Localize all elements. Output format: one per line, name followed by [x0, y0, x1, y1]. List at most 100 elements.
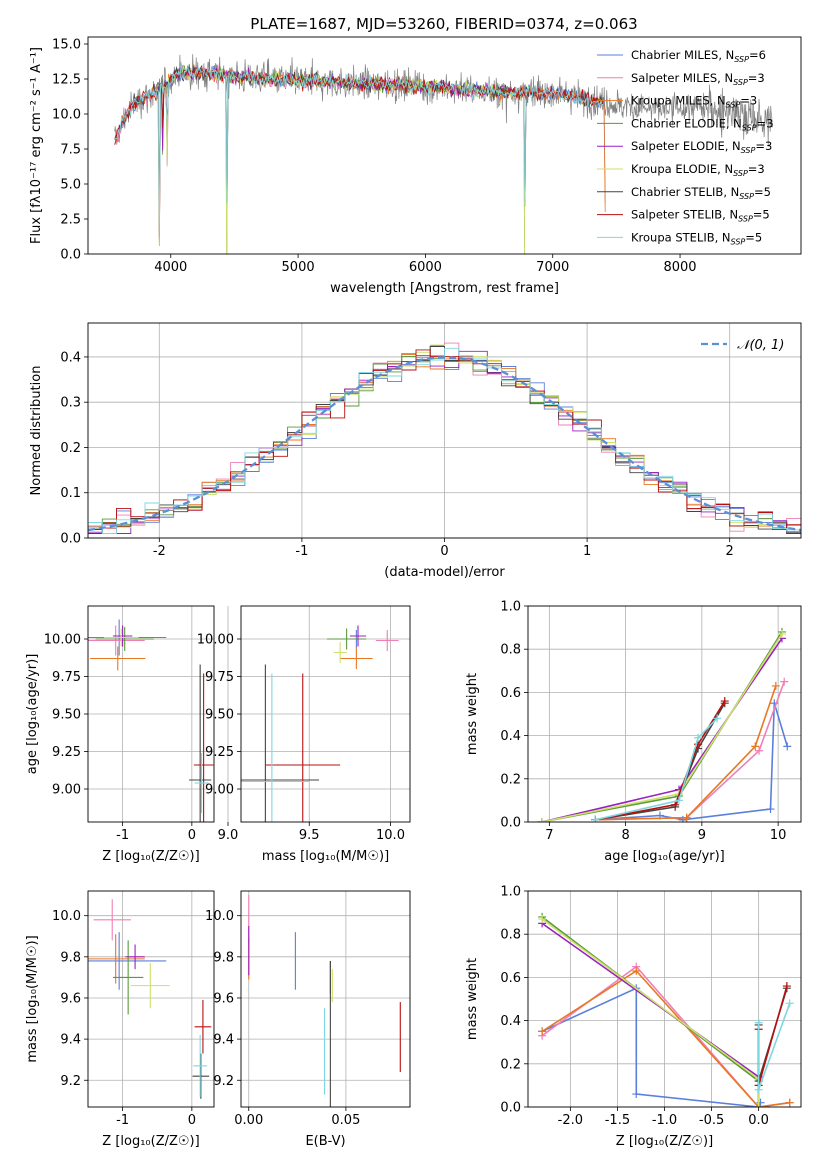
- errorbar-point: [340, 648, 373, 669]
- legend-label: Kroupa STELIB, NSSP=5: [631, 230, 762, 246]
- plot-area-mass_vs_EBV: [248, 895, 401, 1107]
- errorbar-point: [189, 664, 212, 822]
- tick-label-y: 9.25: [52, 745, 81, 760]
- errorbar-point: [349, 625, 367, 647]
- legend-tail: =3: [757, 116, 774, 130]
- axis-label-y: mass weight: [465, 673, 480, 755]
- tick-label-y: 9.6: [213, 991, 234, 1006]
- panel-weight_vs_Z: -2.0 -1.5 -1.0 -0.5 0.0 0.0 0.2 0.4 0.6 0.8 1.0 Z […: [465, 885, 802, 1149]
- axes-frame: [87, 605, 215, 823]
- tick-label-y: 0.2: [60, 441, 81, 456]
- series-marker: [771, 681, 780, 690]
- tick-label-y: 10.00: [44, 633, 81, 648]
- tick-label-y: 9.6: [60, 991, 81, 1006]
- legend-subscript: SSP: [733, 169, 748, 178]
- series-marker: [632, 1090, 641, 1099]
- tick-label-y: 0.1: [60, 486, 81, 501]
- tick-label-y: 9.4: [60, 1033, 81, 1048]
- errorbar-point: [112, 940, 144, 1015]
- series-line-salpeter-elodie: [541, 922, 760, 1107]
- plot-area-residuals: [88, 342, 801, 538]
- tick-label-x: -1.0: [652, 1113, 677, 1128]
- series-marker: [755, 746, 764, 755]
- tick-label-y: 0.4: [60, 350, 81, 365]
- legend-subscript: SSP: [734, 55, 749, 64]
- errorbar-point: [194, 753, 209, 813]
- tick-label-y: 10.00: [197, 633, 234, 648]
- panels: 4000 5000 6000 7000 80000.02.55.07.510.012.5…: [25, 36, 802, 1149]
- tick-label-x: 0: [188, 1113, 196, 1128]
- legend-tail: =3: [748, 162, 765, 176]
- tick-label-x: -2: [153, 544, 166, 559]
- tick-label-x: 8000: [663, 260, 696, 275]
- tick-label-y: 9.50: [205, 708, 234, 723]
- legend-tail: =5: [754, 185, 771, 199]
- legend-subscript: SSP: [738, 215, 753, 224]
- tick-label-y: 0.0: [500, 816, 521, 831]
- plot-area-weight_vs_age: [537, 627, 792, 822]
- tick-label-x: 10.0: [376, 828, 405, 843]
- tick-label-x: -0.5: [699, 1113, 724, 1128]
- tick-label-x: 2: [726, 544, 734, 559]
- plot-area-spectrum: [114, 54, 774, 254]
- tick-label-y: 9.00: [52, 783, 81, 798]
- series-marker: [754, 1103, 763, 1107]
- series-marker: [782, 982, 791, 991]
- axis-label-y: mass weight: [465, 958, 480, 1040]
- errorbar-point: [93, 899, 131, 941]
- panel-weight_vs_age: 7 8 9 10 0.0 0.2 0.4 0.6 0.8 1.0 age [log₁₀(age/yr…: [465, 600, 802, 864]
- legend-label: Chabrier MILES, NSSP=6: [631, 48, 766, 64]
- axis-label-x: wavelength [Angstrom, rest frame]: [330, 281, 559, 296]
- axis-label-x: (data-model)/error: [384, 565, 505, 580]
- series-marker: [713, 714, 722, 723]
- tick-label-x: -1.5: [605, 1113, 630, 1128]
- series-marker: [754, 1018, 763, 1027]
- legend-tail: =6: [749, 48, 766, 62]
- legend-tail: =3: [740, 94, 757, 108]
- tick-label-y: 1.0: [500, 885, 521, 900]
- legend-tail: =5: [745, 230, 762, 244]
- tick-label-x: -1: [116, 828, 129, 843]
- tick-label-y: 0.4: [500, 729, 521, 744]
- panel-age_vs_mass: 9.0 9.5 10.0 9.00 9.25 9.50 9.75 10.00 mass [log…: [197, 605, 411, 864]
- axes-frame: [87, 322, 802, 539]
- tick-label-y: 5.0: [60, 178, 81, 193]
- plot-area-age_vs_mass: [241, 625, 399, 822]
- tick-label-y: 12.5: [52, 73, 81, 88]
- series-marker: [751, 742, 760, 751]
- tick-label-x: 9.0: [218, 828, 239, 843]
- axis-label-x: Z [log₁₀(Z/Z☉)]: [616, 1134, 713, 1149]
- axis-label-y: Normed distribution: [29, 366, 44, 496]
- legend-label: Salpeter ELODIE, NSSP=3: [631, 139, 772, 155]
- series-marker: [538, 1027, 547, 1036]
- tick-label-x: 7000: [536, 260, 569, 275]
- series-marker: [682, 813, 691, 822]
- tick-label-x: 6000: [409, 260, 442, 275]
- series-marker: [754, 1085, 763, 1094]
- series-marker: [785, 999, 794, 1008]
- panel-age_vs_Z: -1 0 9.00 9.25 9.50 9.75 10.00 Z [log₁₀(Z/Z☉)] a…: [25, 605, 215, 864]
- tick-label-y: 10.0: [52, 909, 81, 924]
- errorbar-point: [90, 646, 146, 671]
- axes-frame: [527, 605, 802, 823]
- axis-label-x: Z [log₁₀(Z/Z☉)]: [102, 849, 199, 864]
- legend-label: Salpeter MILES, NSSP=3: [631, 71, 765, 87]
- tick-label-y: 9.75: [205, 670, 234, 685]
- legend-label: Salpeter STELIB, NSSP=5: [631, 208, 770, 224]
- tick-label-y: 10.0: [52, 108, 81, 123]
- series-marker: [674, 796, 683, 805]
- errorbar-point: [125, 944, 145, 970]
- legend-label: Chabrier ELODIE, NSSP=3: [631, 116, 773, 132]
- legend-subscript: SSP: [731, 237, 746, 246]
- tick-label-x: -1: [116, 1113, 129, 1128]
- series-line-chabrier-stelib: [594, 702, 726, 821]
- series-line-kroupa-miles: [541, 969, 790, 1107]
- series-marker: [780, 677, 789, 686]
- tick-label-y: 9.25: [205, 745, 234, 760]
- plot-area-mass_vs_Z: [88, 899, 212, 1099]
- axes-frame: [87, 890, 215, 1108]
- axis-label-y: mass [log₁₀(M/M☉)]: [25, 935, 40, 1062]
- errorbar-point: [333, 642, 347, 663]
- panel-mass_vs_Z: -1 0 9.2 9.4 9.6 9.8 10.0 Z [log₁₀(Z/Z☉)] mass […: [25, 890, 215, 1149]
